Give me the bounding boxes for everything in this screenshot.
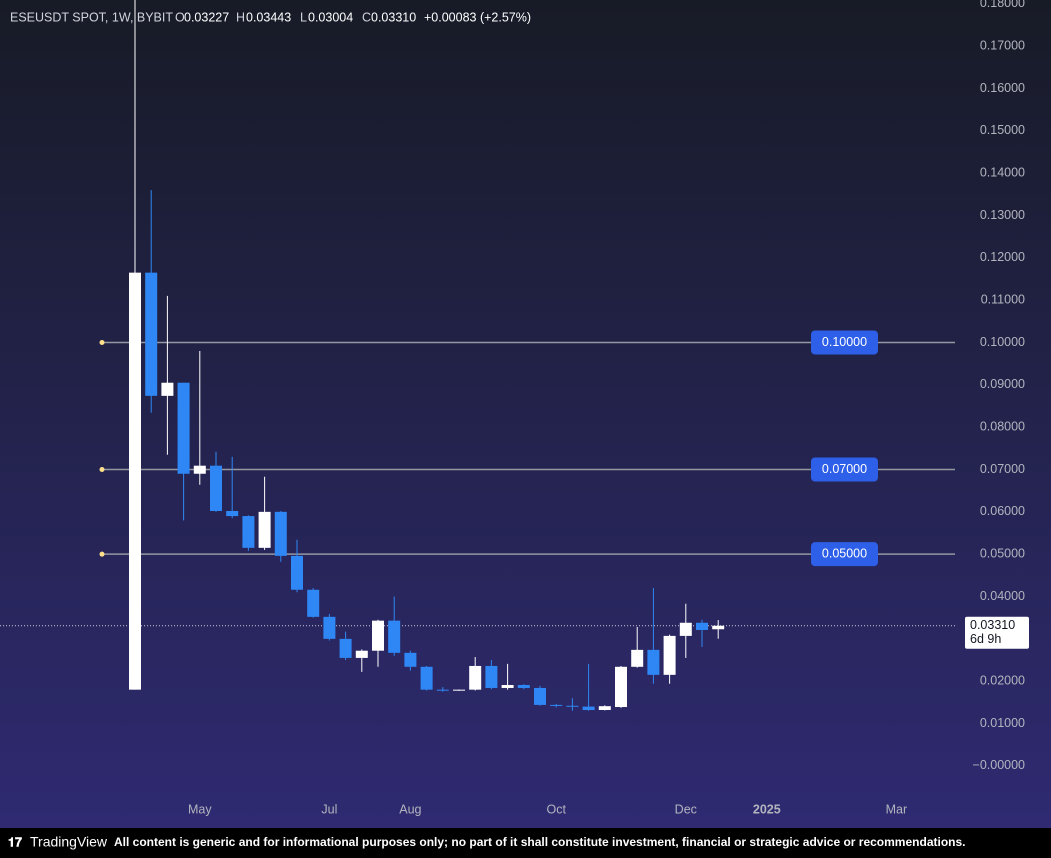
line-label-box bbox=[811, 330, 878, 355]
close-value: 0.03310 bbox=[371, 10, 416, 24]
y-tick-label: 0.06000 bbox=[980, 504, 1025, 518]
candle-body bbox=[631, 649, 644, 667]
disclaimer: All content is generic and for informati… bbox=[114, 835, 965, 849]
open-label: O bbox=[175, 10, 185, 24]
candle-body bbox=[210, 465, 222, 512]
y-tick-label: 0.17000 bbox=[980, 38, 1025, 52]
y-tick-label: 0.01000 bbox=[980, 716, 1025, 730]
candle-body bbox=[501, 685, 514, 688]
footer-bar bbox=[0, 828, 1051, 858]
countdown: 6d 9h bbox=[970, 632, 1001, 646]
candle-body bbox=[582, 706, 595, 710]
candle-body bbox=[193, 465, 206, 474]
candle-body bbox=[274, 511, 287, 556]
y-tick-label: 0.10000 bbox=[980, 335, 1025, 349]
candle-body bbox=[242, 516, 255, 548]
line-label-box bbox=[811, 457, 878, 482]
candle-body bbox=[615, 666, 627, 708]
y-tick-label: 0.13000 bbox=[980, 208, 1025, 222]
y-tick-label: 0.14000 bbox=[980, 165, 1025, 179]
candle-body bbox=[712, 625, 725, 630]
candle-body bbox=[161, 382, 174, 396]
candle-body bbox=[388, 620, 401, 653]
candle-body bbox=[129, 272, 141, 690]
candle-body bbox=[258, 511, 271, 548]
y-tick-label: 0.09000 bbox=[980, 377, 1025, 391]
candle-body bbox=[339, 638, 352, 658]
candle-body bbox=[355, 650, 368, 658]
candle-body bbox=[647, 649, 660, 675]
line-anchor bbox=[99, 467, 105, 473]
candle-body bbox=[566, 705, 579, 707]
candle-body bbox=[453, 689, 465, 691]
candle-body bbox=[550, 704, 563, 706]
candle-body bbox=[177, 382, 190, 474]
y-tick-label: 0.05000 bbox=[980, 546, 1025, 560]
line-label-box bbox=[811, 542, 878, 567]
change: +0.00083 (+2.57%) bbox=[424, 10, 531, 24]
open-value: 0.03227 bbox=[184, 10, 229, 24]
candle-body bbox=[420, 666, 433, 690]
y-tick-label: 0.12000 bbox=[980, 250, 1025, 264]
line-anchor bbox=[99, 340, 105, 346]
candle-body bbox=[291, 555, 303, 590]
high-value: 0.03443 bbox=[246, 10, 291, 24]
candle-body bbox=[517, 685, 530, 688]
line-label: 0.07000 bbox=[822, 462, 867, 476]
line-anchor bbox=[99, 551, 105, 557]
candle-body bbox=[534, 687, 546, 705]
candle-body bbox=[307, 589, 320, 617]
candle-body bbox=[696, 622, 708, 630]
line-label: 0.10000 bbox=[822, 335, 867, 349]
low-label: L bbox=[300, 10, 307, 24]
x-tick-label: 2025 bbox=[753, 802, 781, 816]
candle-body bbox=[679, 622, 692, 636]
symbol: ESEUSDT SPOT, 1W, BYBIT bbox=[10, 10, 173, 24]
candle-body bbox=[485, 665, 498, 688]
logo: 𝟏𝟕 bbox=[8, 835, 23, 849]
candle-body bbox=[663, 635, 676, 675]
x-tick-label: Jul bbox=[321, 802, 337, 816]
y-tick-label: 0.18000 bbox=[980, 0, 1025, 10]
candle-body bbox=[323, 616, 336, 639]
plot: −0.000000.010000.020000.030000.040000.05… bbox=[0, 0, 1029, 816]
y-tick-label: −0.00000 bbox=[973, 758, 1026, 772]
candle-body bbox=[598, 706, 611, 710]
brand: TradingView bbox=[30, 834, 108, 850]
y-tick-label: 0.04000 bbox=[980, 589, 1025, 603]
x-tick-label: Oct bbox=[546, 802, 566, 816]
y-tick-label: 0.11000 bbox=[981, 292, 1025, 306]
candle-body bbox=[226, 511, 239, 517]
candle-body bbox=[372, 620, 384, 651]
low-value: 0.03004 bbox=[308, 10, 353, 24]
candle-body bbox=[145, 272, 158, 396]
x-tick-label: Mar bbox=[886, 802, 908, 816]
y-tick-label: 0.08000 bbox=[980, 419, 1025, 433]
close-label: C bbox=[362, 10, 371, 24]
x-tick-label: Dec bbox=[675, 802, 697, 816]
y-tick-label: 0.15000 bbox=[980, 123, 1025, 137]
chart-background bbox=[0, 0, 1051, 828]
last-price-box bbox=[965, 616, 1029, 649]
header: ESEUSDT SPOT, 1W, BYBIT O 0.03227 H 0.03… bbox=[10, 10, 531, 24]
line-label: 0.05000 bbox=[822, 546, 867, 560]
candle-body bbox=[469, 665, 482, 690]
high-label: H bbox=[236, 10, 245, 24]
candle-body bbox=[436, 689, 449, 691]
y-tick-label: 0.02000 bbox=[980, 673, 1025, 687]
x-tick-label: Aug bbox=[399, 802, 421, 816]
x-tick-label: May bbox=[188, 802, 212, 816]
y-tick-label: 0.07000 bbox=[980, 462, 1025, 476]
last-price-label: 0.03310 bbox=[970, 618, 1015, 632]
y-tick-label: 0.16000 bbox=[980, 81, 1025, 95]
candle-body bbox=[404, 652, 417, 667]
